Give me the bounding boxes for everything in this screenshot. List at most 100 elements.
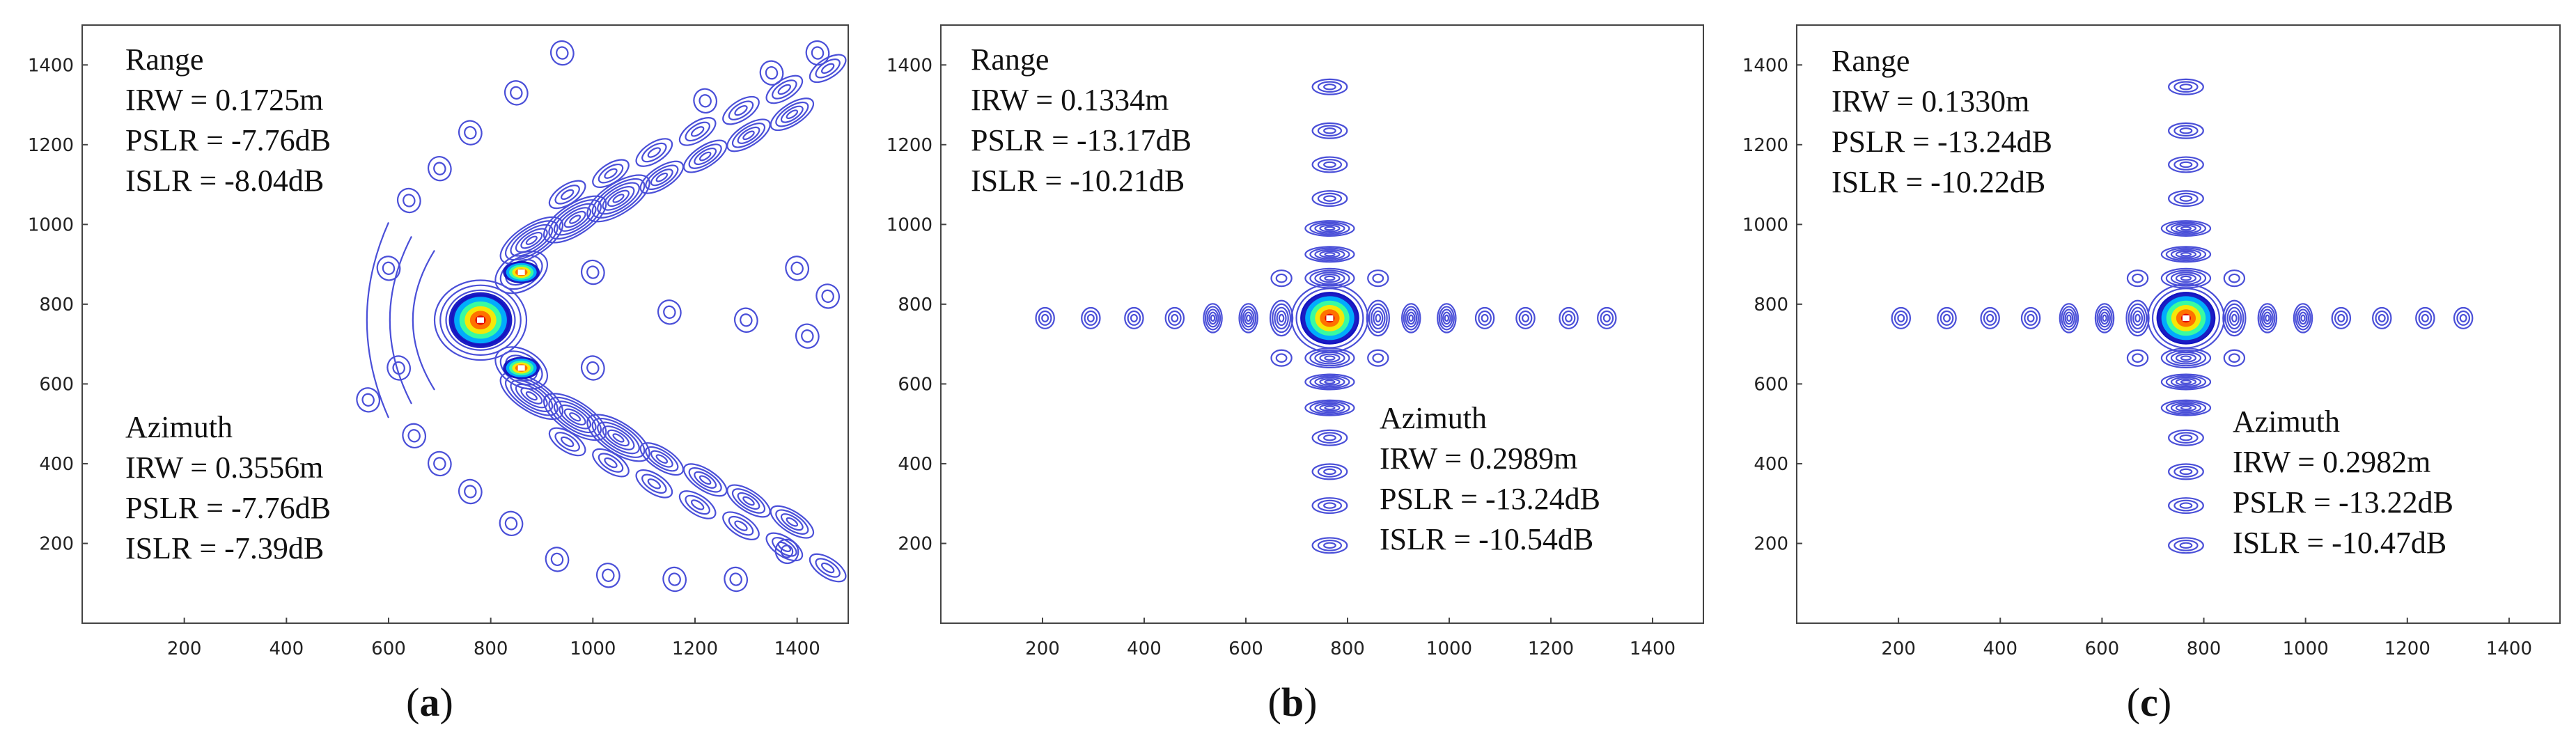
skewed-sidelobe <box>775 101 809 127</box>
range-islr: ISLR = -8.04dB <box>125 164 324 198</box>
skewed-sidelobe <box>597 182 640 215</box>
range-sidelobe <box>2421 313 2429 322</box>
range-sidelobe <box>2132 310 2144 327</box>
skewed-sidelobe <box>645 446 679 472</box>
corner-sidelobe <box>2126 349 2149 367</box>
azimuth-sidelobe <box>1304 246 1355 263</box>
range-sidelobe <box>2062 308 2075 328</box>
plot-a: 200 400 600 800 1000 1200 1400 200 400 600 800 1000… <box>28 24 849 659</box>
y-tick-label: 1000 <box>887 214 932 235</box>
scattered-sidelobe <box>733 307 758 333</box>
azimuth-sidelobe <box>1314 376 1345 388</box>
skewed-sidelobe <box>690 499 705 510</box>
skewed-sidelobe <box>563 408 586 425</box>
azimuth-pslr: PSLR = -13.24dB <box>1380 482 1600 516</box>
azimuth-sidelobe <box>2168 463 2204 480</box>
range-sidelobe <box>1127 310 1141 326</box>
azimuth-sidelobe <box>1323 127 1336 134</box>
y-tick-label: 600 <box>39 374 74 395</box>
azimuth-sidelobe <box>2179 161 2193 169</box>
range-sidelobe <box>2375 310 2389 326</box>
azimuth-sidelobe <box>1304 399 1355 416</box>
skewed-sidelobe <box>722 511 760 540</box>
scattered-sidelobe <box>387 355 412 381</box>
skewed-sidelobe <box>650 169 673 187</box>
azimuth-sidelobe <box>2170 249 2202 260</box>
range-sidelobe <box>1474 306 1495 329</box>
range-sidelobe <box>1081 306 1101 329</box>
range-sidelobe <box>1244 311 1254 325</box>
plot-frame <box>81 24 849 624</box>
azimuth-sidelobe <box>1324 405 1336 411</box>
range-sidelobe <box>1245 314 1251 322</box>
range-sidelobe <box>2331 306 2352 329</box>
skewed-sidelobe <box>520 232 543 249</box>
range-sidelobe <box>1375 313 1382 323</box>
skewed-sidelobe <box>685 494 710 515</box>
range-irw: IRW = 0.1334m <box>971 83 1169 117</box>
skewed-sidelobe <box>775 509 809 535</box>
scattered-sidelobe <box>662 566 687 593</box>
azimuth-sidelobe <box>1323 161 1336 169</box>
range-sidelobe <box>1406 311 1416 325</box>
scattered-sidelobe <box>815 283 841 309</box>
range-sidelobe <box>2027 313 2035 322</box>
azimuth-sidelobe <box>1311 78 1348 95</box>
range-sidelobe <box>1405 308 1418 328</box>
azimuth-sidelobe <box>2175 378 2197 386</box>
azimuth-sidelobe <box>2179 468 2193 476</box>
corner-sidelobe <box>1270 349 1293 367</box>
skewed-sidelobe <box>602 186 635 211</box>
skewed-sidelobe <box>809 54 847 84</box>
peak-marker <box>477 317 484 323</box>
azimuth-sidelobe <box>2173 159 2199 171</box>
scattered-sidelobe <box>765 66 779 80</box>
azimuth-sidelobe <box>2160 220 2212 237</box>
y-tick-label: 600 <box>898 374 932 395</box>
skewed-sidelobe <box>682 463 728 497</box>
y-tick-label: 1000 <box>28 214 74 235</box>
range-sidelobe <box>1440 308 1453 328</box>
skewed-sidelobe <box>731 123 766 148</box>
scattered-sidelobe <box>499 510 524 536</box>
skewed-sidelobe <box>737 126 760 144</box>
scattered-sidelobe <box>586 361 600 375</box>
corner-sidelobe <box>2228 273 2240 283</box>
skewed-sidelobe <box>559 207 592 232</box>
main-lobe <box>433 279 528 361</box>
scattered-sidelobe <box>811 46 825 60</box>
range-sidelobe <box>2295 306 2311 331</box>
skewed-sidelobe <box>690 126 705 137</box>
range-sidelobe <box>2134 313 2141 323</box>
scattered-sidelobe <box>427 451 452 477</box>
x-tick-label: 400 <box>270 639 304 659</box>
skewed-sidelobe <box>809 553 847 583</box>
azimuth-sidelobe <box>2170 402 2202 414</box>
azimuth-sidelobe <box>2160 246 2212 263</box>
skewed-sidelobe <box>591 178 646 219</box>
range-sidelobe <box>2378 313 2386 322</box>
main-lobe <box>1290 283 1369 353</box>
azimuth-sidelobe <box>2170 376 2202 388</box>
range-sidelobe <box>2334 310 2348 326</box>
azimuth-sidelobe <box>2179 502 2193 509</box>
peak-marker <box>517 365 525 371</box>
skewed-sidelobe <box>685 121 710 142</box>
skewed-sidelobe <box>515 228 548 253</box>
range-sidelobe <box>1600 310 1614 326</box>
azimuth-title: Azimuth <box>2233 405 2340 439</box>
scattered-sidelobe <box>724 566 749 593</box>
scattered-sidelobe <box>580 355 605 381</box>
azimuth-sidelobe <box>1317 466 1343 478</box>
range-pslr: PSLR = -13.17dB <box>971 123 1192 157</box>
range-pslr: PSLR = -13.24dB <box>1832 125 2052 159</box>
x-tick-label: 800 <box>2187 639 2222 659</box>
scattered-sidelobe <box>392 361 405 375</box>
range-sidelobe <box>2128 303 2148 334</box>
scattered-sidelobe <box>382 261 396 275</box>
azimuth-sidelobe <box>1314 223 1345 234</box>
x-tick-label: 600 <box>2085 639 2120 659</box>
scattered-sidelobe <box>801 329 814 343</box>
skewed-sidelobe <box>591 418 646 458</box>
skewed-sidelobe <box>820 63 835 74</box>
